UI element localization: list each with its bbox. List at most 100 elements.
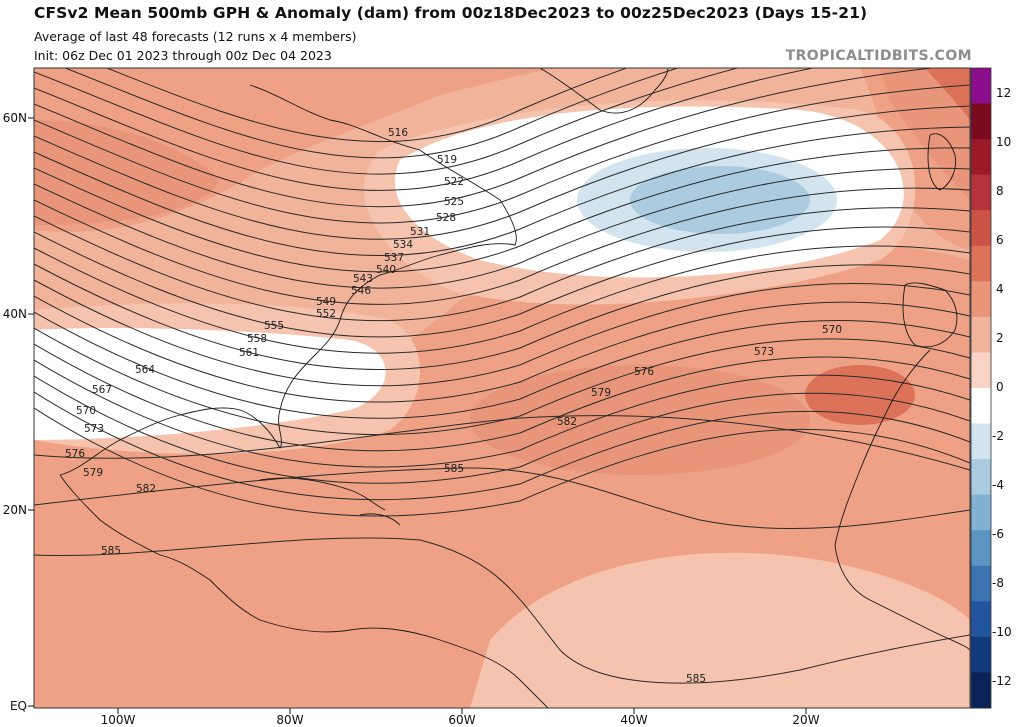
contour-line xyxy=(105,68,628,143)
colorbar-tick-label: -12 xyxy=(992,674,1012,688)
contour-label: 585 xyxy=(101,545,121,557)
anomaly-core xyxy=(925,68,970,120)
colorbar-tick-label: -10 xyxy=(992,625,1012,639)
colorbar-swatch xyxy=(971,530,991,567)
colorbar-tick-label: 8 xyxy=(996,184,1004,198)
colorbar xyxy=(971,68,991,709)
map-subtitle-init: Init: 06z Dec 01 2023 through 00z Dec 04… xyxy=(34,48,332,63)
contour-label: 558 xyxy=(247,333,267,345)
contour-line xyxy=(34,147,970,273)
contour-label: 516 xyxy=(388,127,408,139)
contour-line xyxy=(34,187,970,305)
coastlines xyxy=(59,68,970,708)
colorbar-tick-label: 6 xyxy=(996,233,1004,247)
contour-label: 549 xyxy=(316,296,336,308)
colorbar-swatch xyxy=(971,459,991,496)
contour-label: 543 xyxy=(353,273,373,285)
anomaly-core xyxy=(880,68,970,200)
contour-label: 525 xyxy=(444,196,464,208)
colorbar-ticks: 12 10 8 6 4 2 0 -2 -4 -6 -8 -10 -12 xyxy=(992,86,1012,688)
latitude-axis: 60N 40N 20N EQ xyxy=(3,111,34,713)
height-contours xyxy=(34,68,970,684)
contour-label: 573 xyxy=(84,423,104,435)
colorbar-frame xyxy=(970,67,992,709)
contour-label-group: 516 519 522 525 528 531 534 537 540 543 … xyxy=(65,127,842,685)
colorbar-swatch xyxy=(971,245,991,282)
contour-line xyxy=(34,415,970,471)
colorbar-swatch xyxy=(971,352,991,389)
contour-label: 561 xyxy=(239,347,259,359)
contour-label: 576 xyxy=(634,366,654,378)
british-isles-coast xyxy=(927,133,957,191)
contour-label: 579 xyxy=(591,387,611,399)
contour-label: 555 xyxy=(264,320,284,332)
watermark: TROPICALTIDBITS.COM xyxy=(785,48,972,64)
contour-line xyxy=(34,68,937,208)
contour-line xyxy=(34,226,970,338)
contour-line xyxy=(34,245,970,354)
africa-coast xyxy=(834,349,970,651)
contour-line xyxy=(34,68,740,175)
contour-label: 582 xyxy=(557,416,577,428)
gulf-coast xyxy=(59,474,549,708)
colorbar-swatch xyxy=(971,565,991,602)
colorbar-swatch xyxy=(971,636,991,673)
contour-line xyxy=(34,263,970,370)
colorbar-swatch xyxy=(971,316,991,353)
colorbar-tick-label: 10 xyxy=(996,135,1011,149)
colorbar-swatch xyxy=(971,68,991,105)
hispaniola-coast xyxy=(359,513,401,526)
colorbar-tick-label: -8 xyxy=(992,576,1004,590)
lat-label-20n: 20N xyxy=(3,503,27,517)
colorbar-tick-label: 0 xyxy=(996,380,1004,394)
contour-line xyxy=(34,359,970,468)
colorbar-tick-label: 4 xyxy=(996,282,1004,296)
contour-label: 534 xyxy=(393,239,413,251)
anomaly-negative-region xyxy=(630,166,810,234)
contour-line xyxy=(34,537,970,684)
lat-label-40n: 40N xyxy=(3,307,27,321)
contour-label: 585 xyxy=(686,673,706,685)
contour-line xyxy=(34,279,970,387)
north-america-coast xyxy=(59,84,517,476)
colorbar-swatch xyxy=(971,494,991,531)
colorbar-tick-label: -6 xyxy=(992,527,1004,541)
contour-line xyxy=(63,68,680,159)
contour-line xyxy=(34,375,970,484)
contour-label: 531 xyxy=(410,226,430,238)
contour-line xyxy=(34,167,970,289)
contour-label: 528 xyxy=(436,212,456,224)
contour-label: 519 xyxy=(437,154,457,166)
anomaly-core xyxy=(34,120,220,225)
colorbar-swatch xyxy=(971,174,991,211)
cuba-coast xyxy=(259,477,386,511)
anomaly-field xyxy=(34,68,970,708)
lon-label-40w: 40W xyxy=(620,713,647,727)
lon-label-20w: 20W xyxy=(792,713,819,727)
contour-label: 582 xyxy=(136,483,156,495)
colorbar-swatch xyxy=(971,103,991,140)
contour-label: 552 xyxy=(316,308,336,320)
contour-line xyxy=(34,207,970,322)
colorbar-swatch xyxy=(971,388,991,425)
map-frame xyxy=(33,67,971,709)
anomaly-core xyxy=(470,365,810,475)
colorbar-swatch xyxy=(971,601,991,638)
contour-label: 579 xyxy=(83,467,103,479)
colorbar-swatch xyxy=(971,210,991,247)
contour-line xyxy=(34,68,816,191)
lon-label-80w: 80W xyxy=(276,713,303,727)
contour-label: 570 xyxy=(822,324,842,336)
map-subtitle-runs: Average of last 48 forecasts (12 runs x … xyxy=(34,29,357,44)
contour-label: 570 xyxy=(76,405,96,417)
map-title: CFSv2 Mean 500mb GPH & Anomaly (dam) fro… xyxy=(34,4,868,22)
contour-line xyxy=(34,84,970,224)
colorbar-tick-label: -4 xyxy=(992,478,1004,492)
colorbar-swatch xyxy=(971,281,991,318)
lat-label-eq: EQ xyxy=(10,699,27,713)
greenland-coast xyxy=(539,68,669,114)
contour-line xyxy=(34,407,970,517)
contour-label: 573 xyxy=(754,346,774,358)
lon-label-60w: 60W xyxy=(448,713,475,727)
